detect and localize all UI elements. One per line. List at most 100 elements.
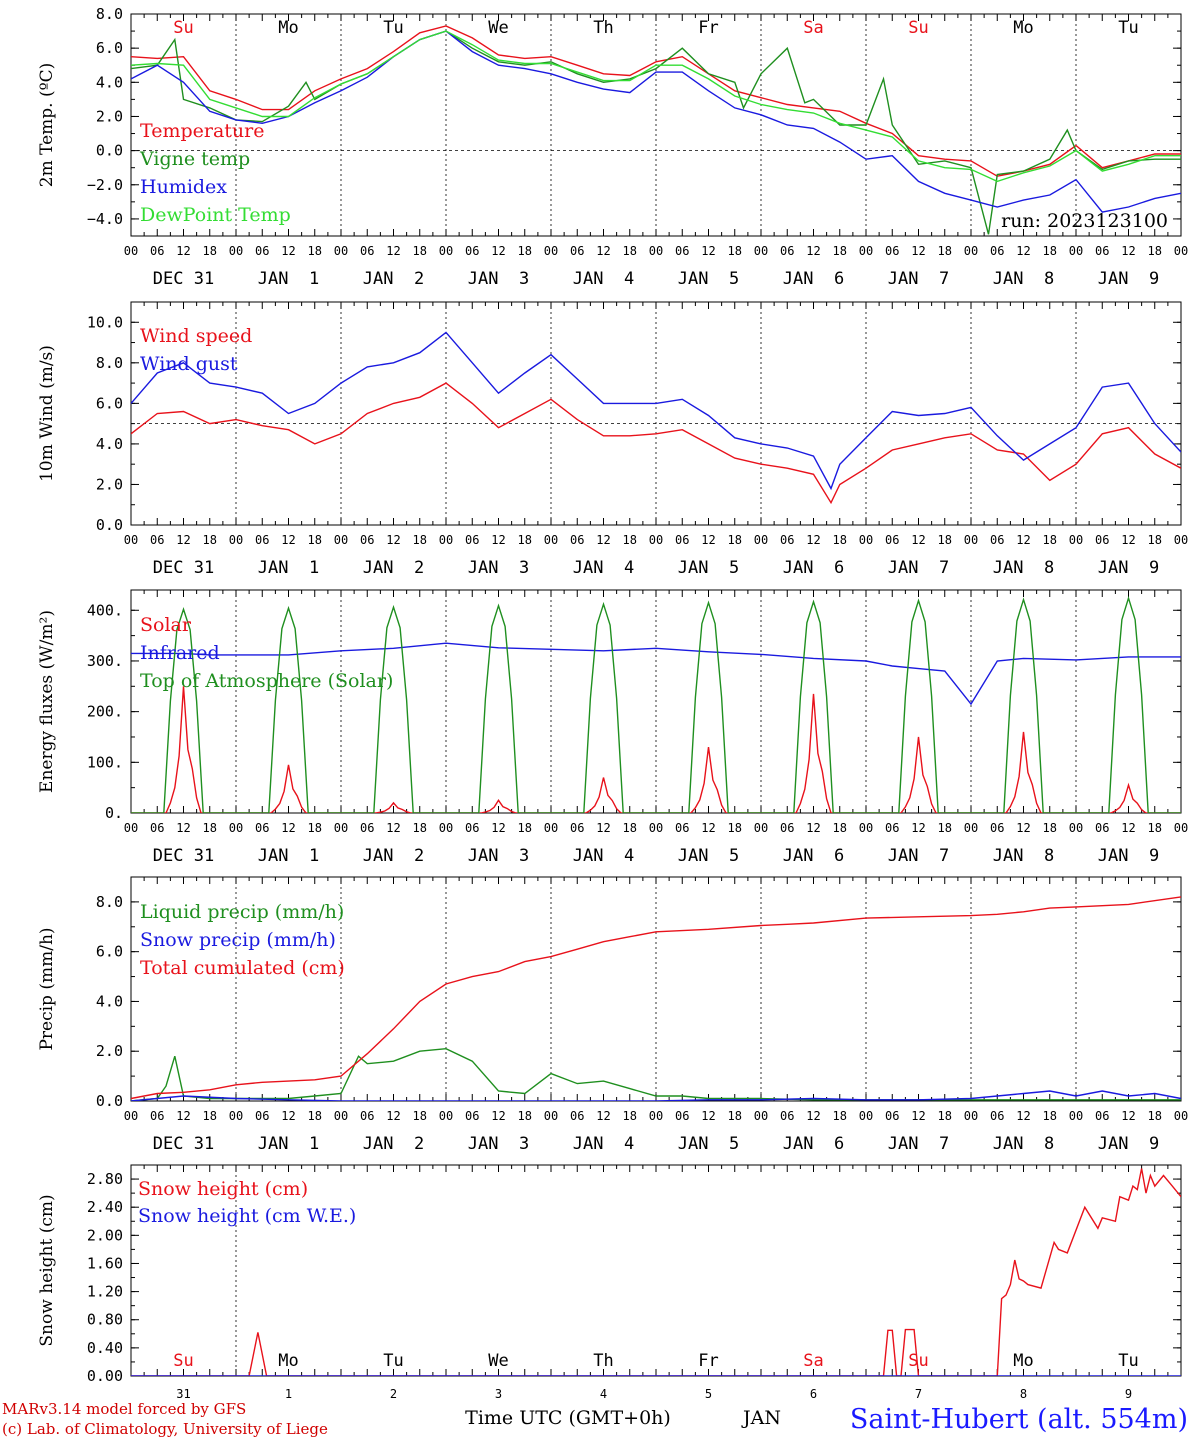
hour-tick-label: 18: [413, 1109, 427, 1123]
hour-tick-label: 12: [491, 821, 505, 835]
hour-tick-label: 06: [570, 1109, 584, 1123]
hour-tick-label: 06: [570, 533, 584, 547]
weekday-label: Su: [173, 1351, 193, 1371]
hour-tick-label: 12: [1016, 533, 1030, 547]
hour-tick-label: 12: [1016, 244, 1030, 258]
date-label: JAN 8: [993, 558, 1054, 578]
weekday-label: Sa: [803, 1351, 823, 1371]
series-line-top-of-atmosphere-solar-: [131, 595, 1181, 813]
weekday-label: Tu: [1118, 1351, 1138, 1371]
hour-tick-label: 18: [308, 1109, 322, 1123]
hour-tick-label: 06: [990, 821, 1004, 835]
y-tick-label: 1.60: [87, 1254, 123, 1272]
hour-tick-label: 18: [833, 821, 847, 835]
station-name: Saint-Hubert (alt. 554m): [850, 1404, 1188, 1435]
hour-tick-label: 18: [1148, 1109, 1162, 1123]
hour-tick-label: 06: [150, 821, 164, 835]
hour-tick-label: 18: [308, 821, 322, 835]
hour-tick-label: 00: [649, 821, 663, 835]
hour-tick-label: 00: [964, 1109, 978, 1123]
hour-tick-label: 06: [780, 1109, 794, 1123]
hour-tick-label: 12: [1121, 1109, 1135, 1123]
legend-entry: Snow precip (mm/h): [140, 929, 336, 951]
y-tick-label: 2.80: [87, 1170, 123, 1188]
hour-tick-label: 12: [1016, 1109, 1030, 1123]
hour-tick-label: 06: [780, 821, 794, 835]
hour-tick-label: 12: [491, 244, 505, 258]
y-axis-title: 10m Wind (m/s): [37, 345, 57, 482]
hour-tick-label: 12: [176, 533, 190, 547]
legend-entry: Vigne temp: [139, 148, 250, 170]
hour-tick-label: 18: [728, 1109, 742, 1123]
hour-tick-label: 12: [386, 1109, 400, 1123]
y-tick-label: 4.0: [96, 992, 123, 1010]
date-label: JAN 5: [678, 269, 739, 289]
date-label: JAN 2: [363, 1134, 424, 1154]
hour-tick-label: 12: [1121, 533, 1135, 547]
hour-tick-label: 06: [885, 533, 899, 547]
hour-tick-label: 00: [334, 821, 348, 835]
hour-tick-label: 06: [780, 533, 794, 547]
y-tick-label: 200.: [87, 703, 123, 721]
hour-tick-label: 18: [1148, 244, 1162, 258]
hour-tick-label: 00: [229, 533, 243, 547]
series-line-temperature: [131, 25, 1181, 177]
hour-tick-label: 00: [334, 244, 348, 258]
hour-tick-label: 00: [544, 1109, 558, 1123]
date-label: JAN 9: [1098, 1134, 1159, 1154]
model-credit: MARv3.14 model forced by GFS: [2, 1400, 246, 1418]
y-tick-label: 8.0: [96, 893, 123, 911]
date-label: JAN 4: [573, 846, 634, 866]
y-tick-label: −2.0: [87, 176, 123, 194]
hour-tick-label: 06: [255, 533, 269, 547]
y-tick-label: 2.0: [96, 1042, 123, 1060]
hour-tick-label: 00: [124, 533, 138, 547]
weekday-label: Sa: [803, 18, 823, 38]
hour-tick-label: 06: [255, 244, 269, 258]
y-tick-label: 0.80: [87, 1311, 123, 1329]
hour-tick-label: 12: [1121, 244, 1135, 258]
date-label: JAN 3: [468, 269, 529, 289]
y-tick-label: 6.0: [96, 394, 123, 412]
hour-tick-label: 12: [281, 244, 295, 258]
hour-tick-label: 00: [439, 244, 453, 258]
hour-tick-label: 06: [150, 244, 164, 258]
day-number-label: 1: [285, 1387, 292, 1401]
y-tick-label: 2.0: [96, 475, 123, 493]
hour-tick-label: 00: [859, 1109, 873, 1123]
hour-tick-label: 06: [465, 821, 479, 835]
date-label: JAN 7: [888, 846, 949, 866]
hour-tick-label: 12: [701, 821, 715, 835]
series-group: [131, 1168, 1181, 1376]
hour-tick-label: 00: [124, 1109, 138, 1123]
date-label: DEC 31: [153, 846, 214, 866]
series-line-dewpoint-temp: [131, 30, 1181, 183]
hour-tick-label: 12: [596, 533, 610, 547]
date-label: JAN 3: [468, 1134, 529, 1154]
weekday-label: Th: [593, 1351, 613, 1371]
hour-tick-label: 12: [701, 533, 715, 547]
weekday-label: Mo: [1013, 1351, 1033, 1371]
y-tick-label: 2.00: [87, 1226, 123, 1244]
hour-tick-label: 00: [1069, 244, 1083, 258]
hour-tick-label: 06: [465, 244, 479, 258]
hour-tick-label: 06: [570, 821, 584, 835]
y-tick-label: 4.0: [96, 73, 123, 91]
hour-tick-label: 06: [360, 1109, 374, 1123]
hour-tick-label: 18: [833, 244, 847, 258]
hour-tick-label: 06: [150, 533, 164, 547]
hour-tick-label: 12: [596, 244, 610, 258]
date-label: DEC 31: [153, 1134, 214, 1154]
date-label: JAN 6: [783, 1134, 844, 1154]
hour-tick-label: 18: [1043, 1109, 1057, 1123]
date-label: JAN 5: [678, 846, 739, 866]
hour-tick-label: 12: [701, 244, 715, 258]
hour-tick-label: 18: [413, 533, 427, 547]
hour-tick-label: 00: [229, 1109, 243, 1123]
hour-tick-label: 18: [728, 244, 742, 258]
hour-tick-label: 18: [1043, 533, 1057, 547]
hour-tick-label: 00: [754, 1109, 768, 1123]
day-number-label: 7: [915, 1387, 922, 1401]
date-label: JAN 3: [468, 846, 529, 866]
date-label: JAN 3: [468, 558, 529, 578]
